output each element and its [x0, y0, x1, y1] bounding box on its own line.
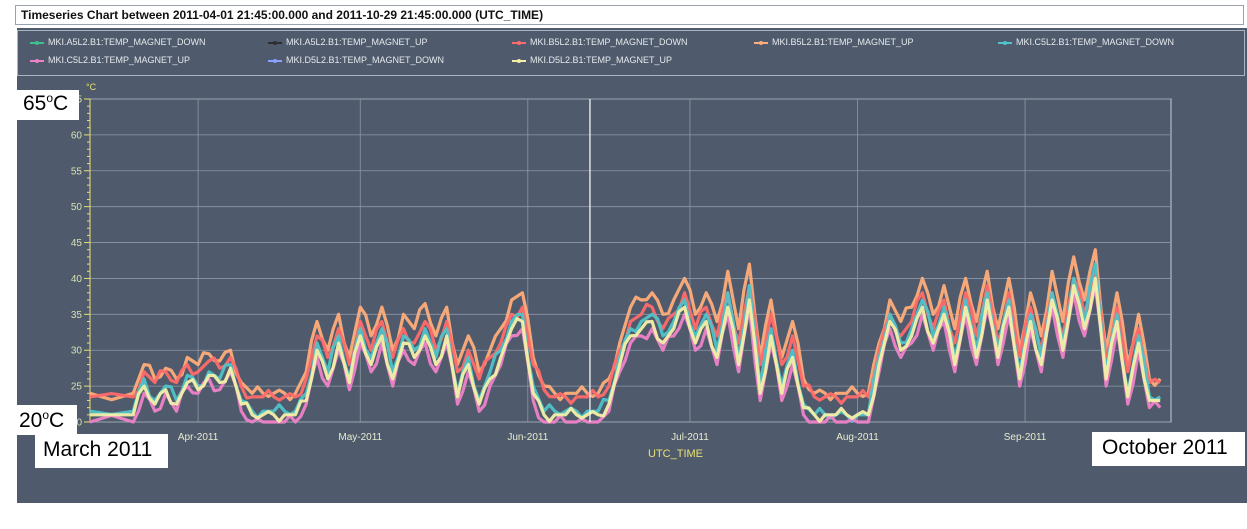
annotation-top-temp: 65oC — [17, 90, 79, 120]
x-tick-label: Sep-2011 — [1004, 432, 1047, 443]
legend-label: MKI.C5L2.B1:TEMP_MAGNET_DOWN — [1016, 37, 1175, 47]
annotation-bottom-temp: 20oC — [17, 405, 77, 435]
legend-swatch — [268, 58, 282, 63]
bottom-temp-degree: o — [42, 408, 50, 422]
y-tick-label: 5 — [76, 95, 82, 106]
y-tick-label: 30 — [71, 346, 83, 357]
legend: MKI.A5L2.B1:TEMP_MAGNET_DOWN MKI.A5L2.B1:… — [17, 30, 1245, 76]
bottom-temp-value: 20 — [19, 409, 43, 432]
legend-item[interactable]: MKI.C5L2.B1:TEMP_MAGNET_UP — [30, 54, 190, 66]
chart-title: Timeseries Chart between 2011-04-01 21:4… — [15, 5, 1244, 25]
x-tick-label: Jun-2011 — [507, 432, 548, 443]
annotation-end-label: October 2011 — [1092, 432, 1245, 466]
y-tick-label: 55 — [71, 166, 83, 177]
legend-swatch — [754, 40, 768, 45]
legend-item[interactable]: MKI.B5L2.B1:TEMP_MAGNET_UP — [754, 36, 914, 48]
x-tick-label: May-2011 — [338, 432, 382, 443]
y-axis-unit: °C — [86, 82, 97, 92]
y-tick-label: 40 — [71, 274, 83, 285]
legend-item[interactable]: MKI.A5L2.B1:TEMP_MAGNET_UP — [268, 36, 428, 48]
legend-swatch — [512, 40, 526, 45]
legend-label: MKI.A5L2.B1:TEMP_MAGNET_UP — [286, 37, 428, 47]
legend-item[interactable]: MKI.C5L2.B1:TEMP_MAGNET_DOWN — [998, 36, 1174, 48]
legend-swatch — [998, 40, 1012, 45]
legend-item[interactable]: MKI.D5L2.B1:TEMP_MAGNET_UP — [512, 54, 672, 66]
legend-item[interactable]: MKI.A5L2.B1:TEMP_MAGNET_DOWN — [30, 36, 206, 48]
y-tick-label: 35 — [71, 310, 83, 321]
x-tick-label: Jul-2011 — [671, 432, 709, 443]
legend-label: MKI.D5L2.B1:TEMP_MAGNET_UP — [530, 55, 673, 65]
x-axis-label: UTC_TIME — [648, 448, 703, 460]
legend-swatch — [512, 58, 526, 63]
legend-label: MKI.C5L2.B1:TEMP_MAGNET_UP — [48, 55, 191, 65]
legend-item[interactable]: MKI.D5L2.B1:TEMP_MAGNET_DOWN — [268, 54, 444, 66]
annotation-start-label: March 2011 — [35, 434, 168, 468]
y-tick-label: 0 — [76, 418, 82, 429]
series-line — [89, 269, 1162, 405]
series-line — [90, 276, 1161, 423]
top-temp-unit: C — [53, 92, 69, 115]
legend-label: MKI.B5L2.B1:TEMP_MAGNET_DOWN — [530, 37, 688, 47]
plot-frame — [89, 98, 1172, 423]
series-line — [89, 248, 1162, 402]
legend-swatch — [268, 40, 282, 45]
y-tick-label: 25 — [71, 382, 83, 393]
y-tick-label: 45 — [71, 238, 83, 249]
x-tick-label: Aug-2011 — [836, 432, 879, 443]
legend-swatch — [30, 40, 44, 45]
bottom-temp-unit: C — [49, 409, 65, 432]
y-tick-label: 50 — [71, 202, 83, 213]
top-temp-degree: o — [46, 91, 54, 105]
top-temp-value: 65 — [23, 92, 47, 115]
legend-label: MKI.A5L2.B1:TEMP_MAGNET_DOWN — [48, 37, 206, 47]
legend-label: MKI.D5L2.B1:TEMP_MAGNET_DOWN — [286, 55, 445, 65]
x-tick-label: Apr-2011 — [178, 432, 219, 443]
legend-swatch — [30, 58, 44, 63]
legend-label: MKI.B5L2.B1:TEMP_MAGNET_UP — [772, 37, 914, 47]
legend-item[interactable]: MKI.B5L2.B1:TEMP_MAGNET_DOWN — [512, 36, 688, 48]
y-tick-label: 60 — [71, 130, 83, 141]
